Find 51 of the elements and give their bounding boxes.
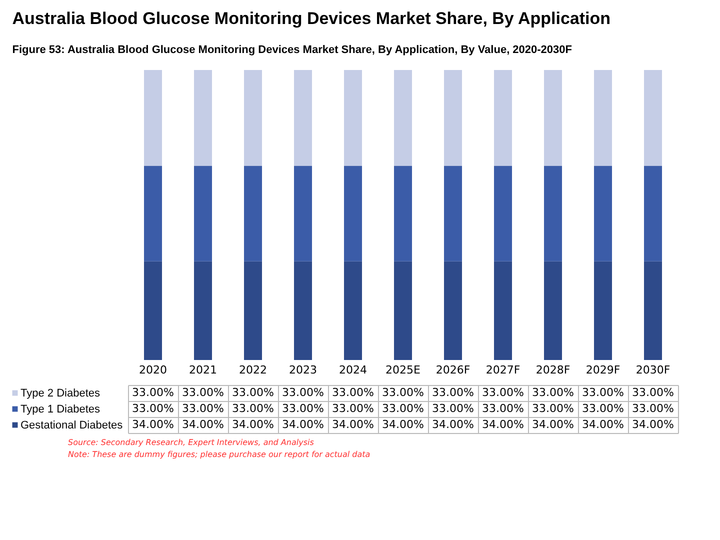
data-label: 33.00% xyxy=(382,386,424,399)
data-label: 33.00% xyxy=(332,402,374,415)
x-tick-label: 2022 xyxy=(239,364,267,376)
x-tick-label: 2030F xyxy=(636,364,670,376)
data-label: 34.00% xyxy=(182,418,224,431)
data-label: 34.00% xyxy=(582,418,624,431)
data-label: 33.00% xyxy=(182,402,224,415)
x-tick-label: 2029F xyxy=(586,364,620,376)
data-label: 33.00% xyxy=(432,402,474,415)
x-tick-label: 2020 xyxy=(139,364,167,376)
data-label: 33.00% xyxy=(532,386,574,399)
data-label: 34.00% xyxy=(532,418,574,431)
x-tick-label: 2025E xyxy=(386,364,421,376)
x-tick-label: 2024 xyxy=(339,364,367,376)
data-label: 34.00% xyxy=(132,418,174,431)
chart-subtitle: Figure 53: Australia Blood Glucose Monitoring Devices Market Share, By Application, By Value, 2020-2030F xyxy=(12,44,572,56)
x-tick-label: 2028F xyxy=(536,364,570,376)
data-label: 33.00% xyxy=(532,402,574,415)
x-tick-label: 2026F xyxy=(436,364,470,376)
data-label: 34.00% xyxy=(482,418,524,431)
x-tick-label: 2027F xyxy=(486,364,520,376)
data-label: 33.00% xyxy=(582,402,624,415)
data-label: 33.00% xyxy=(432,386,474,399)
data-label: 33.00% xyxy=(382,402,424,415)
data-label: 34.00% xyxy=(632,418,674,431)
data-label: 33.00% xyxy=(332,386,374,399)
data-label: 33.00% xyxy=(232,402,274,415)
chart-title: Australia Blood Glucose Monitoring Devices Market Share, By Application xyxy=(12,9,611,28)
data-label: 34.00% xyxy=(232,418,274,431)
legend-label: Gestational Diabetes xyxy=(20,420,124,432)
data-label: 34.00% xyxy=(382,418,424,431)
data-label: 33.00% xyxy=(582,386,624,399)
data-label: 33.00% xyxy=(132,402,174,415)
data-label: 34.00% xyxy=(282,418,324,431)
legend-label: Type 1 Diabetes xyxy=(20,404,100,416)
data-label: 34.00% xyxy=(332,418,374,431)
data-label: 33.00% xyxy=(482,386,524,399)
data-label: 33.00% xyxy=(282,402,324,415)
data-label: 33.00% xyxy=(282,386,324,399)
data-label: 33.00% xyxy=(632,402,674,415)
x-tick-label: 2023 xyxy=(289,364,317,376)
data-label: 34.00% xyxy=(432,418,474,431)
data-label: 33.00% xyxy=(632,386,674,399)
legend-label: Type 2 Diabetes xyxy=(20,388,100,400)
x-tick-label: 2021 xyxy=(189,364,217,376)
data-label: 33.00% xyxy=(232,386,274,399)
data-label: 33.00% xyxy=(132,386,174,399)
data-label: 33.00% xyxy=(182,386,224,399)
text: Note: These are dummy figures; please purchase our report for actual data xyxy=(68,450,370,459)
source-note: Source: Secondary Research, Expert Interviews, and Analysis xyxy=(68,438,314,447)
data-label: 33.00% xyxy=(482,402,524,415)
